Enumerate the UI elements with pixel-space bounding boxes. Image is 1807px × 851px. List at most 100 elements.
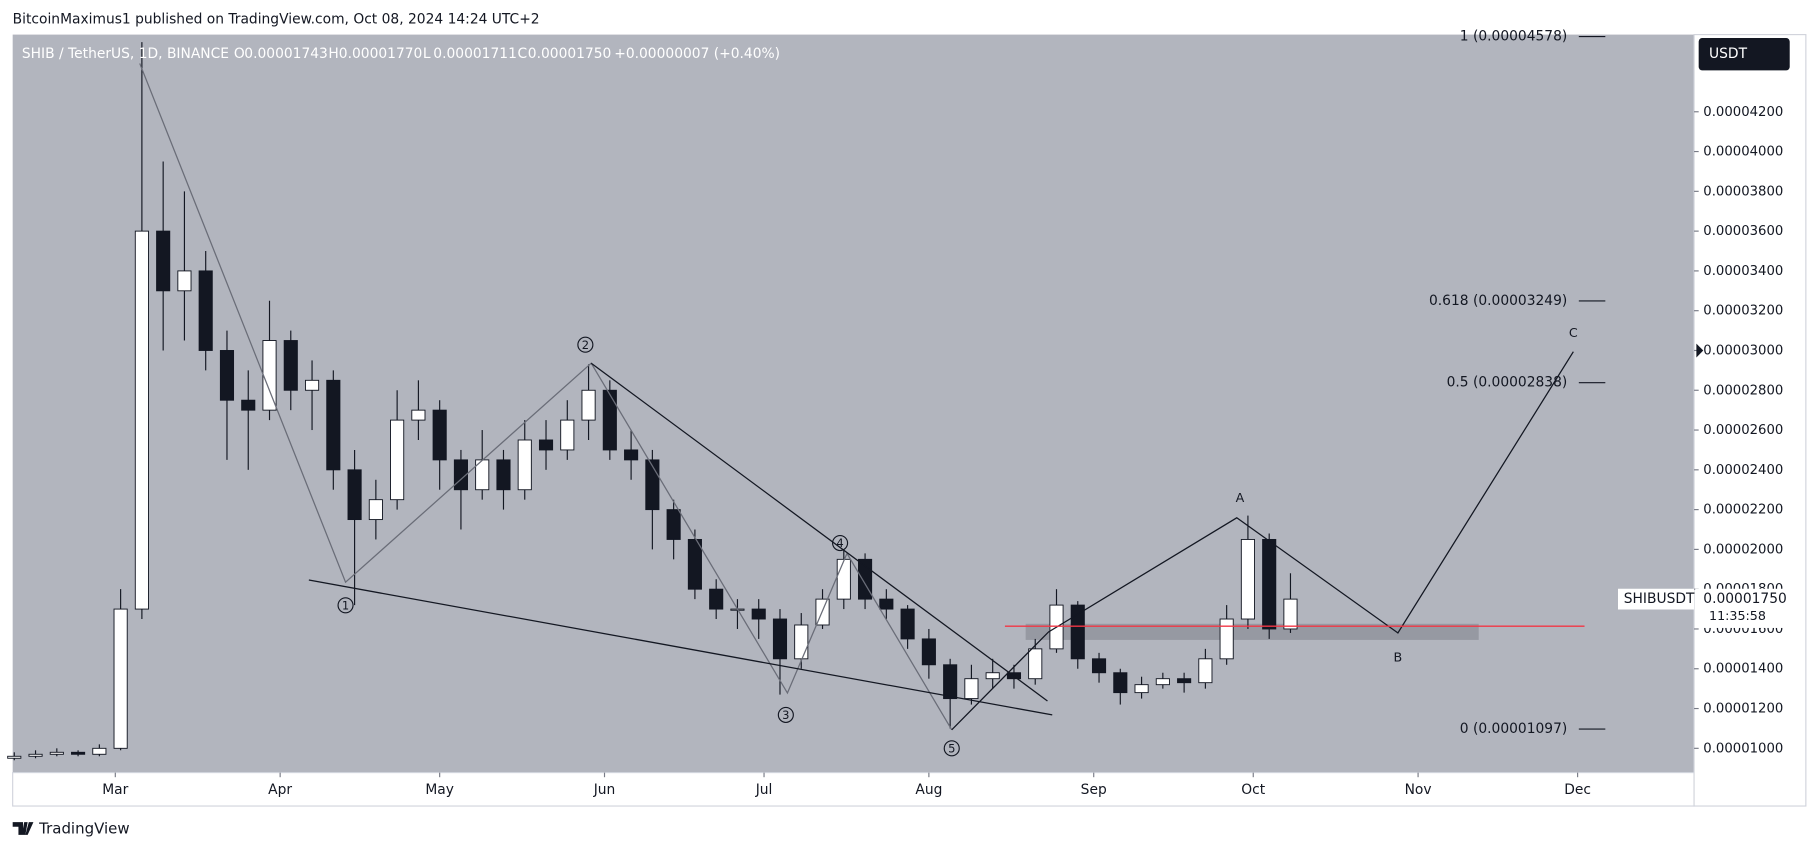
candle-body — [304, 379, 320, 391]
candle-body — [1155, 678, 1170, 686]
x-tick-label: Dec — [1564, 782, 1591, 798]
candle-body — [390, 419, 405, 501]
candle-body — [432, 409, 447, 461]
candle-body — [1177, 678, 1192, 684]
candle-body — [113, 608, 128, 749]
drawing-line — [308, 579, 1053, 716]
candle-body — [7, 755, 22, 759]
candle-body — [368, 499, 383, 521]
wave-label: 1 — [342, 598, 349, 612]
y-tick-label: 0.00004200 — [1703, 105, 1783, 120]
candle-body — [1070, 604, 1085, 660]
ohlc-key: O — [234, 46, 245, 62]
candle-body — [836, 558, 851, 600]
candle-body — [49, 751, 64, 755]
candle-body — [624, 449, 639, 461]
ohlc-value: 0.00001750 — [528, 46, 612, 62]
x-tick-label: Oct — [1241, 782, 1265, 798]
ticker: SHIBUSDT — [1624, 591, 1695, 607]
x-tick-label: Jul — [755, 782, 773, 798]
candle-body — [709, 588, 724, 610]
plot: 1 2 3 4 5 A B C 1 (0.00004578) 0.618 (0.00003249)… — [7, 29, 1606, 761]
y-tick-label: 0.00002400 — [1703, 463, 1783, 478]
y-tick-label: 0.00001000 — [1703, 741, 1783, 756]
wave-label: 5 — [948, 741, 955, 755]
ohlc-value: 0.00001770 — [339, 46, 423, 62]
axes: 0.000010000.000012000.000014000.00001600… — [102, 105, 1795, 798]
symbol: SHIB / TetherUS, 1D, BINANCE — [22, 46, 229, 62]
drawing-line — [139, 63, 953, 731]
candle-body — [645, 459, 660, 511]
y-tick-label: 0.00002600 — [1703, 423, 1783, 438]
wave-circle — [577, 336, 594, 353]
fib-label: 0.5 (0.00002838) — [1447, 375, 1568, 391]
candle-body — [921, 638, 936, 666]
wave-label: 2 — [582, 338, 589, 352]
ohlc-value: 0.00001743 — [244, 46, 328, 62]
fib-label: 0 (0.00001097) — [1460, 721, 1568, 737]
zone — [1025, 623, 1479, 640]
wave-label: 3 — [782, 708, 789, 722]
candle-body — [1113, 672, 1128, 694]
plot-area — [12, 34, 1695, 773]
candle-body — [772, 618, 788, 660]
candle-body — [1091, 658, 1107, 674]
candle-body — [900, 608, 915, 640]
change: +0.00000007 (+0.40%) — [614, 46, 780, 62]
candle-body — [517, 439, 532, 491]
publisher: BitcoinMaximus1 published on TradingView… — [13, 12, 540, 28]
brand-logo — [12, 822, 34, 835]
ohlc-value: 0.00001711 — [433, 46, 517, 62]
price-tag — [1695, 588, 1795, 628]
x-tick-label: Apr — [268, 782, 292, 798]
ohlc-key: L — [423, 46, 431, 62]
candle-body — [985, 672, 1000, 680]
candle-body — [560, 419, 575, 451]
candle-body — [326, 379, 341, 471]
candle-body — [943, 664, 958, 700]
x-tick-label: Mar — [102, 782, 128, 798]
wave-circle — [832, 534, 849, 552]
x-tick-label: Nov — [1405, 782, 1432, 798]
legend-header: SHIB / TetherUS, 1D, BINANCE O 0.00001743… — [22, 46, 780, 62]
candle-body — [262, 340, 277, 411]
y-tick-label: 0.00002200 — [1703, 503, 1783, 518]
candle-body — [538, 439, 554, 451]
wave-label: C — [1569, 325, 1578, 340]
candle-body — [687, 538, 702, 590]
candle-body — [177, 270, 192, 292]
y-tick-label: 0.00003400 — [1703, 264, 1783, 279]
currency-button[interactable] — [1698, 38, 1790, 71]
price-axis — [1693, 34, 1807, 807]
y-tick-label: 0.00001200 — [1703, 702, 1783, 717]
x-tick-label: May — [425, 782, 454, 798]
candle-body — [156, 230, 171, 292]
candle-body — [751, 608, 766, 620]
candle-body — [134, 230, 149, 610]
y-tick-label: 0.00002000 — [1703, 542, 1783, 557]
last-price: 0.00001750 — [1703, 591, 1787, 607]
wave-label: B — [1394, 649, 1403, 664]
wave-circle — [777, 706, 794, 723]
wave-label: A — [1236, 490, 1245, 505]
ticker-tag — [1618, 588, 1695, 610]
fib-label: 1 (0.00004578) — [1460, 29, 1568, 45]
candle-body — [1262, 538, 1277, 630]
candle-body — [666, 509, 681, 540]
currency[interactable]: USDT — [1709, 46, 1748, 62]
x-tick-label: Aug — [915, 782, 942, 798]
wave-label: 4 — [836, 536, 843, 550]
candle-body — [1134, 684, 1149, 694]
candle-body — [347, 469, 362, 521]
candle-body — [964, 678, 979, 700]
brand: TradingView — [12, 820, 130, 838]
x-tick-label: Jun — [593, 782, 616, 798]
candle-body — [1198, 658, 1213, 684]
drawing-line — [951, 351, 1574, 731]
candle-body — [241, 399, 256, 411]
candle-body — [879, 598, 894, 610]
candle-body — [411, 409, 426, 421]
candle-body — [198, 270, 213, 351]
candle-body — [219, 350, 235, 401]
